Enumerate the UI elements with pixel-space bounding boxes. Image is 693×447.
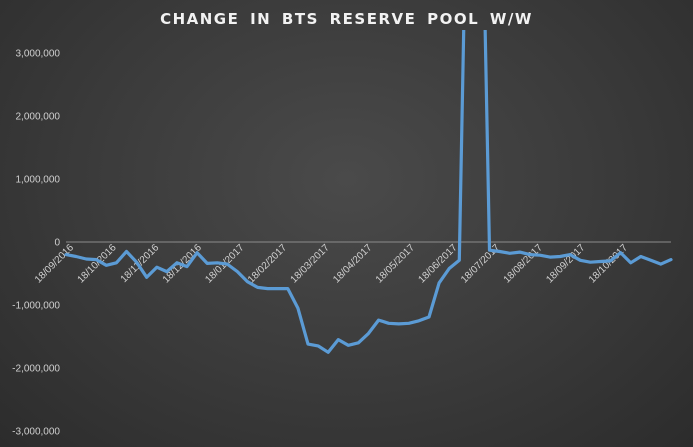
series-line: [64, 30, 673, 354]
x-tick-label: 18/07/2017: [459, 242, 502, 285]
chart-title: CHANGE IN BTS RESERVE POOL W/W: [160, 10, 533, 28]
y-tick-label: -1,000,000: [12, 301, 60, 312]
x-tick-label: 18/02/2017: [246, 242, 289, 285]
y-tick-label: 0: [54, 238, 60, 249]
x-tick-label: 18/03/2017: [289, 242, 332, 285]
x-tick-label: 18/09/2017: [544, 242, 587, 285]
x-tick-label: 18/09/2016: [33, 242, 76, 285]
x-tick-label: 18/11/2016: [119, 242, 162, 285]
y-tick-label: 3,000,000: [16, 49, 61, 60]
y-tick-label: 1,000,000: [16, 175, 61, 186]
x-axis: 18/09/2016 18/10/2016 18/11/2016 18/12/2016…: [33, 242, 630, 285]
y-tick-label: 2,000,000: [16, 112, 61, 123]
x-tick-label: 18/10/2017: [587, 242, 630, 285]
y-axis: 3,000,000 2,000,000 1,000,000 0 -1,000,000 -2…: [12, 49, 60, 438]
x-tick-label: 18/04/2017: [331, 242, 374, 285]
x-tick-label: 18/08/2017: [502, 242, 545, 285]
y-tick-label: -2,000,000: [12, 364, 60, 375]
x-tick-label: 18/05/2017: [374, 242, 417, 285]
y-tick-label: -3,000,000: [12, 427, 60, 438]
